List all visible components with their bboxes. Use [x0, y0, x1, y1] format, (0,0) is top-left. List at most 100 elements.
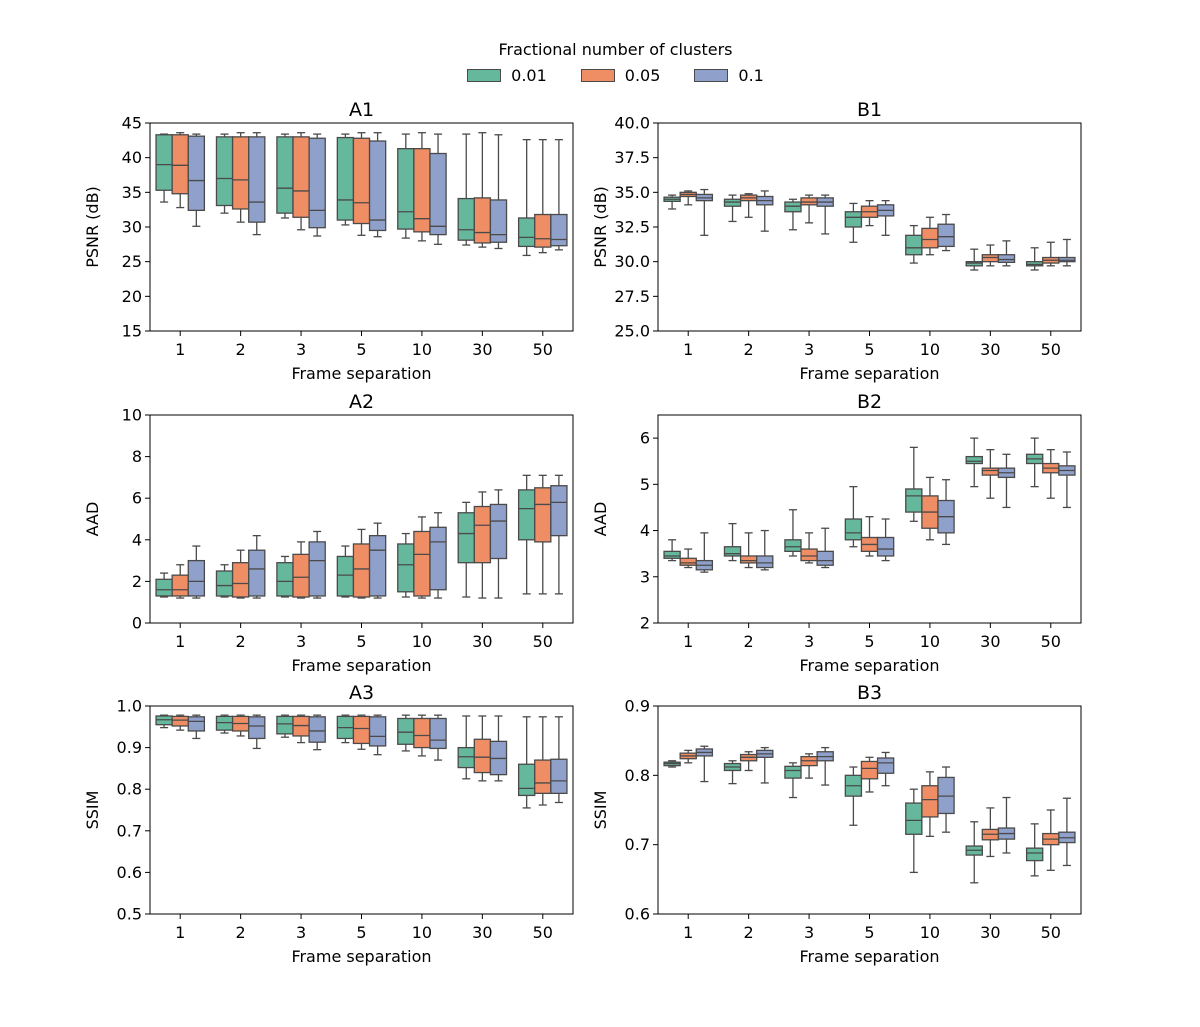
x-tick-label: 50	[1041, 632, 1061, 651]
box-0.05-1	[679, 548, 697, 569]
legend-item-0.01: 0.01	[467, 66, 547, 85]
box-0.1-2	[756, 746, 774, 784]
box-0.05-30	[473, 715, 492, 782]
box-0.01-3	[276, 714, 294, 738]
y-tick-label: 0.7	[117, 821, 142, 840]
x-tick-label: 3	[296, 923, 306, 942]
box-body	[921, 227, 939, 249]
box-0.1-30	[489, 134, 508, 250]
panel-B2: 2 3 4 5 6 1 2 3 5 10 30 50 B2 Frame separation AAD	[591, 391, 1082, 675]
y-tick-label: 25.0	[614, 322, 650, 341]
box-body	[534, 759, 552, 795]
box-0.01-2	[723, 522, 742, 562]
x-axis-label: Frame separation	[291, 364, 431, 383]
x-tick-label: 2	[744, 632, 754, 651]
box-body	[429, 717, 447, 750]
box-0.01-10	[397, 133, 415, 239]
box-body	[276, 136, 294, 214]
box-0.01-10	[905, 446, 923, 522]
x-tick-label: 1	[683, 340, 693, 359]
box-0.01-5	[336, 133, 355, 226]
x-tick-label: 3	[804, 923, 814, 942]
box-0.1-5	[368, 132, 387, 238]
box-0.01-2	[215, 564, 234, 598]
box-body	[171, 574, 189, 597]
box-0.05-5	[860, 756, 879, 793]
y-axis-label: AAD	[591, 502, 610, 537]
y-tick-label: 10	[122, 406, 142, 425]
box-0.01-5	[844, 485, 863, 548]
y-tick-label: 27.5	[614, 287, 650, 306]
box-body	[981, 254, 1000, 263]
box-body	[550, 213, 568, 247]
box-0.01-30	[965, 437, 983, 488]
box-0.01-30	[457, 715, 475, 780]
panel-title: B1	[857, 99, 882, 121]
box-0.01-1	[155, 714, 173, 729]
box-0.1-1	[695, 532, 714, 573]
box-0.05-2	[739, 193, 758, 218]
box-0.01-50	[517, 138, 536, 257]
box-body	[155, 578, 173, 597]
box-body	[784, 765, 802, 779]
y-tick-label: 2	[640, 614, 650, 633]
legend-label-0.01: 0.01	[511, 66, 547, 85]
y-tick-label: 35.0	[614, 183, 650, 202]
box-body	[876, 536, 895, 557]
box-body	[171, 715, 189, 727]
y-tick-label: 3	[640, 567, 650, 586]
box-body	[457, 197, 475, 241]
box-body	[1025, 847, 1044, 862]
box-0.01-1	[155, 133, 173, 203]
box-body	[292, 136, 310, 218]
box-0.01-3	[784, 198, 802, 231]
y-tick-label: 4	[132, 530, 142, 549]
y-tick-label: 1.0	[117, 697, 142, 716]
y-tick-label: 2	[132, 572, 142, 591]
box-0.1-2	[248, 534, 266, 599]
box-0.05-50	[534, 716, 552, 806]
y-tick-label: 32.5	[614, 218, 650, 237]
box-body	[231, 136, 250, 210]
box-body	[517, 217, 536, 248]
box-0.05-5	[860, 516, 879, 557]
legend-title: Fractional number of clusters	[498, 40, 733, 59]
box-0.05-10	[413, 714, 431, 757]
box-0.05-1	[171, 132, 189, 209]
box-0.01-1	[155, 572, 173, 598]
box-0.1-2	[248, 714, 266, 750]
box-body	[276, 562, 294, 597]
x-tick-label: 2	[744, 340, 754, 359]
x-tick-label: 30	[980, 340, 1000, 359]
box-body	[534, 213, 552, 248]
box-0.01-10	[905, 224, 923, 264]
box-body	[413, 717, 431, 749]
panel-title: A1	[349, 99, 374, 121]
box-0.05-2	[739, 751, 758, 772]
box-0.1-1	[695, 188, 714, 236]
box-0.05-30	[981, 449, 1000, 499]
box-0.1-30	[997, 240, 1016, 267]
box-body	[292, 553, 310, 598]
y-tick-label: 0.9	[117, 738, 142, 757]
y-axis-label: SSIM	[591, 791, 610, 830]
box-body	[171, 134, 189, 195]
box-0.01-2	[723, 760, 742, 785]
box-0.05-2	[739, 532, 758, 569]
x-tick-label: 50	[533, 632, 553, 651]
box-0.01-10	[397, 532, 415, 598]
box-0.1-50	[1058, 797, 1076, 867]
box-body	[517, 489, 536, 541]
box-0.01-2	[723, 194, 742, 223]
box-body	[352, 543, 371, 598]
box-body	[308, 541, 326, 597]
box-body	[723, 198, 742, 207]
y-tick-label: 40	[122, 148, 142, 167]
box-body	[784, 539, 802, 553]
box-0.05-5	[352, 714, 371, 750]
box-0.1-3	[816, 746, 834, 786]
box-body	[663, 550, 681, 559]
box-0.05-3	[292, 132, 310, 231]
box-body	[473, 738, 492, 774]
